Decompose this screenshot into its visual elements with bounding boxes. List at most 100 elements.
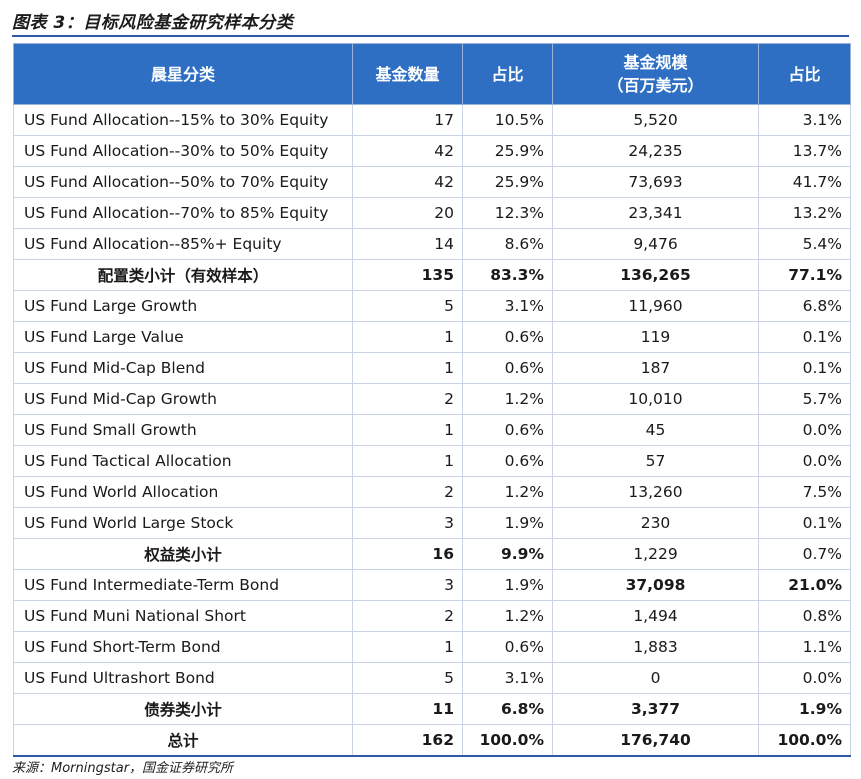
cell-count-ratio: 25.9% (462, 166, 553, 198)
header-fund-size: 基金规模 （百万美元） (552, 43, 759, 105)
cell-count-ratio: 6.8% (462, 693, 553, 725)
cell-category: US Fund Small Growth (13, 414, 353, 446)
cell-size-ratio: 0.0% (758, 445, 851, 477)
cell-size-ratio: 1.1% (758, 631, 851, 663)
header-fund-size-line1: 基金规模 (623, 53, 688, 72)
table-row: US Fund Mid-Cap Growth 2 1.2% 10,010 5.7… (13, 383, 851, 415)
cell-count: 17 (352, 104, 463, 136)
cell-count-ratio: 8.6% (462, 228, 553, 260)
subtotal-row-allocation: 配置类小计（有效样本） 135 83.3% 136,265 77.1% (13, 259, 851, 291)
cell-count-ratio: 3.1% (462, 662, 553, 694)
cell-size-ratio: 0.8% (758, 600, 851, 632)
cell-count-ratio: 100.0% (462, 724, 553, 757)
cell-category: US Fund Intermediate-Term Bond (13, 569, 353, 601)
cell-size: 1,229 (552, 538, 759, 570)
cell-size-ratio: 1.9% (758, 693, 851, 725)
cell-count-ratio: 1.2% (462, 600, 553, 632)
table-row: US Fund Allocation--30% to 50% Equity 42… (13, 135, 851, 167)
cell-count: 11 (352, 693, 463, 725)
cell-count: 1 (352, 414, 463, 446)
table-row: US Fund Large Value 1 0.6% 119 0.1% (13, 321, 851, 353)
table-row: US Fund Muni National Short 2 1.2% 1,494… (13, 600, 851, 632)
cell-size-ratio: 6.8% (758, 290, 851, 322)
table-row: US Fund Allocation--50% to 70% Equity 42… (13, 166, 851, 198)
cell-category: US Fund Allocation--70% to 85% Equity (13, 197, 353, 229)
cell-count: 3 (352, 569, 463, 601)
cell-size: 187 (552, 352, 759, 384)
cell-count: 1 (352, 631, 463, 663)
cell-category: US Fund Mid-Cap Growth (13, 383, 353, 415)
cell-category: US Fund Allocation--50% to 70% Equity (13, 166, 353, 198)
cell-size: 13,260 (552, 476, 759, 508)
cell-size-ratio: 0.0% (758, 414, 851, 446)
cell-size: 230 (552, 507, 759, 539)
cell-category: US Fund Short-Term Bond (13, 631, 353, 663)
cell-size: 23,341 (552, 197, 759, 229)
cell-count-ratio: 0.6% (462, 321, 553, 353)
fund-classification-table: 晨星分类 基金数量 占比 基金规模 （百万美元） 占比 US Fund Allo… (13, 43, 851, 757)
cell-count: 14 (352, 228, 463, 260)
cell-count: 42 (352, 135, 463, 167)
cell-size: 5,520 (552, 104, 759, 136)
cell-size: 0 (552, 662, 759, 694)
cell-size: 73,693 (552, 166, 759, 198)
cell-size-ratio: 77.1% (758, 259, 851, 291)
cell-size-ratio: 5.4% (758, 228, 851, 260)
table-row: US Fund World Large Stock 3 1.9% 230 0.1… (13, 507, 851, 539)
cell-size: 3,377 (552, 693, 759, 725)
table-row: US Fund Intermediate-Term Bond 3 1.9% 37… (13, 569, 851, 601)
cell-count-ratio: 3.1% (462, 290, 553, 322)
cell-size-ratio: 0.1% (758, 352, 851, 384)
cell-size-ratio: 13.2% (758, 197, 851, 229)
figure-title: 图表 3：目标风险基金研究样本分类 (12, 13, 294, 33)
table-row: US Fund Mid-Cap Blend 1 0.6% 187 0.1% (13, 352, 851, 384)
table-header-row: 晨星分类 基金数量 占比 基金规模 （百万美元） 占比 (13, 43, 851, 105)
cell-count-ratio: 0.6% (462, 631, 553, 663)
cell-count: 5 (352, 662, 463, 694)
cell-count-ratio: 1.2% (462, 383, 553, 415)
cell-count: 2 (352, 600, 463, 632)
cell-category: US Fund World Large Stock (13, 507, 353, 539)
table-row: US Fund World Allocation 2 1.2% 13,260 7… (13, 476, 851, 508)
cell-category: US Fund Muni National Short (13, 600, 353, 632)
header-fund-size-line2: （百万美元） (607, 76, 704, 95)
cell-count: 5 (352, 290, 463, 322)
cell-size: 119 (552, 321, 759, 353)
cell-size-ratio: 21.0% (758, 569, 851, 601)
cell-count: 16 (352, 538, 463, 570)
cell-category: US Fund Ultrashort Bond (13, 662, 353, 694)
cell-count: 2 (352, 383, 463, 415)
table-row: US Fund Ultrashort Bond 5 3.1% 0 0.0% (13, 662, 851, 694)
header-size-ratio: 占比 (758, 43, 851, 105)
table-row: US Fund Allocation--70% to 85% Equity 20… (13, 197, 851, 229)
cell-size: 9,476 (552, 228, 759, 260)
cell-count-ratio: 10.5% (462, 104, 553, 136)
cell-count-ratio: 25.9% (462, 135, 553, 167)
cell-category: 债券类小计 (13, 693, 353, 725)
cell-count: 2 (352, 476, 463, 508)
cell-count-ratio: 9.9% (462, 538, 553, 570)
source-note: 来源：Morningstar，国金证券研究所 (12, 761, 234, 776)
cell-count: 135 (352, 259, 463, 291)
table-row: US Fund Tactical Allocation 1 0.6% 57 0.… (13, 445, 851, 477)
cell-category: US Fund Allocation--85%+ Equity (13, 228, 353, 260)
header-count-ratio: 占比 (462, 43, 553, 105)
cell-size: 37,098 (552, 569, 759, 601)
cell-size: 24,235 (552, 135, 759, 167)
cell-category: US Fund Large Value (13, 321, 353, 353)
title-divider (12, 35, 849, 37)
cell-size-ratio: 41.7% (758, 166, 851, 198)
cell-size-ratio: 0.7% (758, 538, 851, 570)
subtotal-row-equity: 权益类小计 16 9.9% 1,229 0.7% (13, 538, 851, 570)
cell-size: 1,883 (552, 631, 759, 663)
cell-size: 57 (552, 445, 759, 477)
header-category: 晨星分类 (13, 43, 353, 105)
cell-category: 权益类小计 (13, 538, 353, 570)
cell-size: 10,010 (552, 383, 759, 415)
total-row: 总计 162 100.0% 176,740 100.0% (13, 724, 851, 757)
cell-size-ratio: 100.0% (758, 724, 851, 757)
cell-size: 136,265 (552, 259, 759, 291)
cell-count: 42 (352, 166, 463, 198)
table-row: US Fund Small Growth 1 0.6% 45 0.0% (13, 414, 851, 446)
cell-count: 1 (352, 445, 463, 477)
